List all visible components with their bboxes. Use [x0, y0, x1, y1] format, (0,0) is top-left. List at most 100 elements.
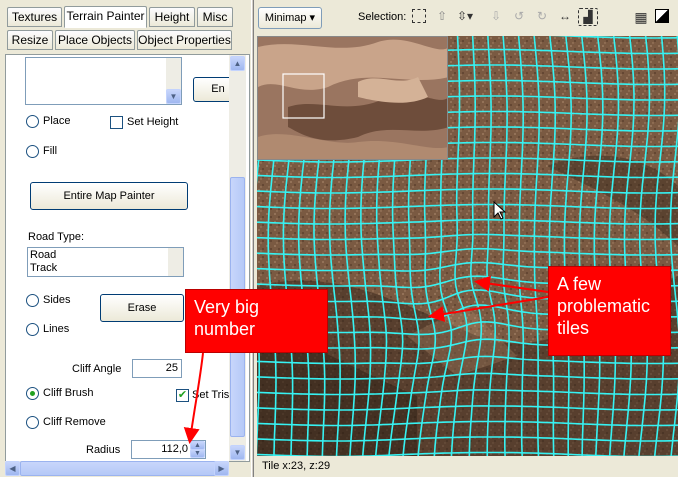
set-height-checkbox[interactable] [110, 116, 123, 129]
grid-line-horizontal [257, 451, 678, 456]
radius-label: Radius [86, 444, 121, 456]
cliff-brush-label: Cliff Brush [43, 387, 94, 399]
grid-line-vertical [608, 36, 620, 456]
cliff-remove-radio[interactable] [26, 416, 39, 429]
place-radio[interactable] [26, 115, 39, 128]
tab-misc[interactable]: Misc [197, 7, 233, 27]
scroll-down-icon[interactable]: ▼ [230, 445, 245, 460]
grid-line-vertical [486, 36, 497, 456]
radius-value[interactable]: 112,0 [161, 443, 188, 455]
tab-place-objects[interactable]: Place Objects [55, 30, 135, 50]
sides-radio[interactable] [26, 294, 39, 307]
grid-line-horizontal [257, 233, 678, 241]
paste-selection-icon[interactable]: ▟ [578, 8, 598, 26]
fill-label: Fill [43, 145, 58, 157]
select-raise-icon[interactable]: ⇧ [436, 9, 448, 23]
grid-line-horizontal [257, 188, 678, 194]
erase-button[interactable]: Erase [100, 294, 184, 322]
cliff-brush-radio[interactable] [26, 387, 39, 400]
undo-icon[interactable]: ↺ [513, 9, 525, 23]
rect-select-icon[interactable] [412, 9, 426, 23]
grid-line-vertical [502, 36, 510, 456]
road-type-list[interactable]: Road Track [27, 247, 184, 277]
scroll-right-icon[interactable]: ▶ [214, 461, 229, 476]
grid-toggle-icon[interactable]: ▦ [634, 9, 648, 25]
lines-radio[interactable] [26, 323, 39, 336]
fill-radio[interactable] [26, 145, 39, 158]
h-scrollbar-thumb[interactable] [20, 461, 218, 476]
grid-line-horizontal [257, 203, 678, 210]
flip-horizontal-icon[interactable]: ↔ [559, 9, 571, 23]
grid-line-horizontal [257, 436, 678, 442]
redo-icon[interactable]: ↻ [536, 9, 548, 23]
shading-toggle-icon[interactable] [655, 9, 669, 23]
status-bar: Tile x:23, z:29 [262, 460, 331, 472]
scroll-left-icon[interactable]: ◀ [5, 461, 20, 476]
track-item[interactable]: Track [30, 262, 58, 274]
grid-line-vertical [468, 36, 483, 456]
terrain-viewport[interactable] [257, 36, 678, 456]
map-toolbar: Minimap ▾ Selection: ⇧ ⇳▾ ⇩ ↺ ↻ ↔ ▟ ▦ [254, 0, 678, 35]
callout-very-big-number: Very big number [185, 289, 328, 353]
grid-line-vertical [593, 36, 604, 456]
minimap-render [258, 37, 447, 159]
road-type-label: Road Type: [28, 231, 85, 243]
grid-line-vertical [578, 36, 588, 456]
grid-line-horizontal [257, 405, 678, 411]
tab-object-properties[interactable]: Object Properties [137, 30, 232, 50]
minimap-button[interactable]: Minimap ▾ [258, 7, 322, 29]
grid-line-horizontal [257, 172, 678, 179]
scroll-up-icon[interactable]: ▲ [230, 56, 245, 71]
minimap-view-rect [282, 73, 325, 119]
select-mode-dropdown-icon[interactable]: ⇳▾ [457, 9, 474, 23]
select-lower-icon[interactable]: ⇩ [490, 9, 502, 23]
radius-spinner[interactable]: 112,0 ▲ ▼ [131, 440, 206, 459]
set-tris-checkbox[interactable]: ✔ [176, 389, 189, 402]
tab-textures[interactable]: Textures [7, 7, 62, 27]
grid-line-horizontal [257, 389, 678, 396]
grid-line-horizontal [257, 420, 678, 427]
map-view-area: Minimap ▾ Selection: ⇧ ⇳▾ ⇩ ↺ ↻ ↔ ▟ ▦ [254, 0, 678, 477]
set-height-label: Set Height [127, 116, 179, 128]
place-label: Place [43, 115, 71, 127]
grid-line-vertical [450, 36, 468, 456]
splitter[interactable] [251, 0, 254, 477]
mouse-cursor-icon [493, 201, 507, 220]
panel-vertical-scrollbar[interactable]: ▲ ▼ [229, 55, 246, 461]
grid-line-vertical [669, 36, 678, 456]
grid-line-horizontal [257, 247, 678, 256]
cliff-angle-label: Cliff Angle [72, 363, 122, 375]
grid-line-vertical [653, 36, 666, 456]
road-item[interactable]: Road [30, 249, 57, 261]
selection-label: Selection: [358, 11, 407, 23]
grid-line-vertical [517, 36, 525, 456]
texture-list-scrollbar[interactable]: ▼ [166, 58, 181, 104]
grid-line-horizontal [257, 157, 678, 163]
tab-resize[interactable]: Resize [7, 30, 53, 50]
sides-label: Sides [43, 294, 71, 306]
set-tris-label: Set Tris [192, 389, 230, 401]
tool-panel: Textures Terrain Painter Height Misc Res… [0, 0, 252, 477]
texture-list[interactable]: ▼ [25, 57, 182, 105]
panel-horizontal-scrollbar[interactable]: ◀ ▶ [5, 461, 229, 476]
cliff-angle-input[interactable]: 25 [132, 359, 182, 378]
tab-height[interactable]: Height [149, 7, 195, 27]
spin-down-icon[interactable]: ▼ [190, 449, 205, 458]
terrain-render [257, 36, 678, 456]
cliff-remove-label: Cliff Remove [43, 416, 106, 428]
callout-problematic-tiles: A few problematic tiles [548, 266, 671, 356]
minimap[interactable] [257, 36, 448, 160]
grid-line-vertical [533, 36, 540, 456]
terrain-painter-page: ▼ En Place Set Height Fill Entire Map Pa… [5, 54, 250, 462]
tab-terrain-painter[interactable]: Terrain Painter [64, 6, 147, 28]
lines-label: Lines [43, 323, 70, 335]
road-list-scrollbar[interactable] [168, 248, 183, 276]
entire-map-painter-button[interactable]: Entire Map Painter [30, 182, 188, 210]
grid-line-horizontal [257, 372, 678, 380]
scroll-down-icon[interactable]: ▼ [166, 89, 181, 104]
grid-line-vertical [563, 36, 572, 456]
grid-line-vertical [548, 36, 556, 456]
grid-line-horizontal [257, 355, 678, 365]
grid-line-vertical [638, 36, 651, 456]
grid-line-vertical [623, 36, 635, 456]
